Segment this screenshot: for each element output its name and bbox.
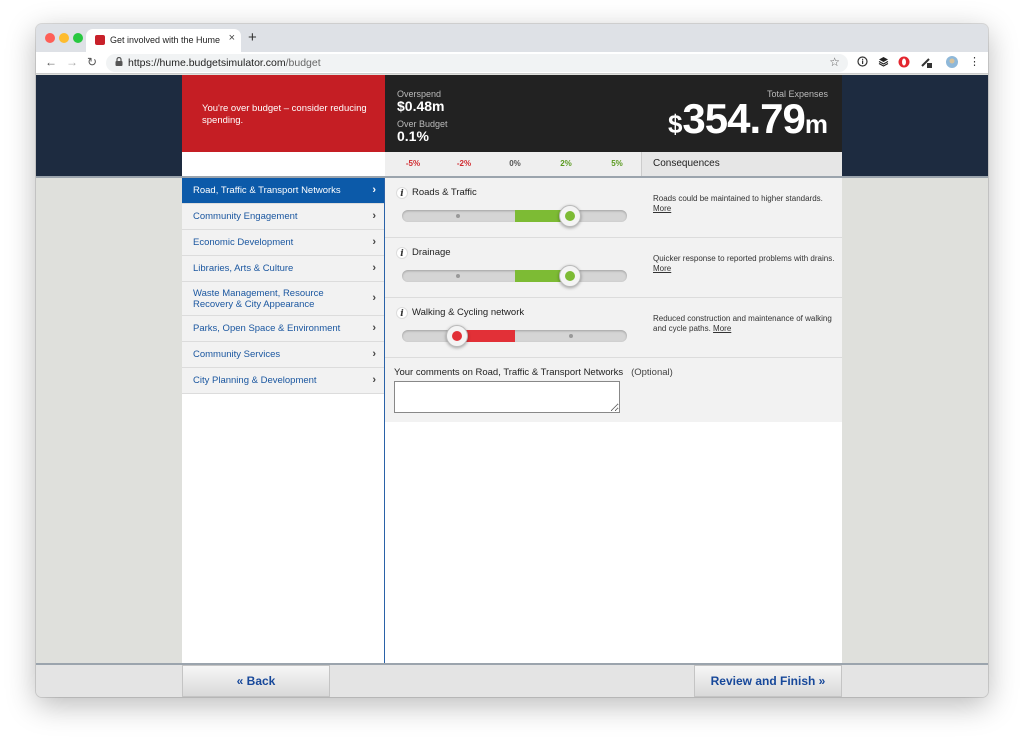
site-favicon-icon <box>95 35 105 45</box>
over-budget-value: 0.1% <box>397 128 429 144</box>
pen-extension-icon[interactable] <box>920 56 932 71</box>
sidebar-item-community-services[interactable]: Community Services › <box>182 342 384 368</box>
over-budget-warning: You're over budget – consider reducing s… <box>182 75 385 152</box>
slider-tick-dot <box>456 274 460 278</box>
reload-icon[interactable]: ↻ <box>87 55 98 69</box>
chevron-right-icon: › <box>372 235 376 248</box>
consequence-text: Reduced construction and maintenance of … <box>653 314 832 333</box>
scale-tick: 2% <box>560 159 572 168</box>
browser-window: Get involved with the Hume Ci × + ← → ↻ … <box>36 24 988 697</box>
service-name: Walking & Cycling network <box>412 307 525 318</box>
budget-slider[interactable] <box>402 325 627 347</box>
service-name: Drainage <box>412 247 451 258</box>
info-extension-icon[interactable] <box>857 56 868 70</box>
total-expenses-label: Total Expenses <box>766 89 828 99</box>
category-sidebar: Road, Traffic & Transport Networks › Comm… <box>182 178 385 664</box>
scale-tick: 5% <box>611 159 623 168</box>
scale-tick: -5% <box>405 159 421 168</box>
slider-tick-dot <box>456 214 460 218</box>
budget-content: Road, Traffic & Transport Networks › Comm… <box>182 178 842 664</box>
info-icon[interactable]: i <box>396 187 408 199</box>
browser-tab[interactable]: Get involved with the Hume Ci × <box>86 29 241 52</box>
slider-handle[interactable] <box>559 205 581 227</box>
slider-tick-dot <box>569 334 573 338</box>
service-panel: i Roads & Traffic Roads could be maintai… <box>385 178 842 422</box>
sidebar-item-libraries-arts[interactable]: Libraries, Arts & Culture › <box>182 256 384 282</box>
forward-arrow-icon[interactable]: → <box>66 55 78 69</box>
tab-close-icon[interactable]: × <box>228 32 235 44</box>
chevron-right-icon: › <box>372 373 376 386</box>
service-row: i Drainage Quicker response to reported … <box>385 238 842 298</box>
more-link[interactable]: More <box>653 204 672 213</box>
service-row: i Roads & Traffic Roads could be maintai… <box>385 178 842 238</box>
chevron-right-icon: › <box>372 347 376 360</box>
chevron-right-icon: › <box>372 183 376 196</box>
comments-label: Your comments on Road, Traffic & Transpo… <box>394 367 673 378</box>
address-bar[interactable]: https://hume.budgetsimulator.com/budget … <box>106 54 848 72</box>
budget-summary: Overspend $0.48m Over Budget 0.1% Total … <box>385 75 842 152</box>
browser-menu-icon[interactable]: ⋮ <box>969 56 980 68</box>
comments-field[interactable] <box>394 381 620 413</box>
new-tab-button[interactable]: + <box>248 29 257 46</box>
sidebar-item-city-planning[interactable]: City Planning & Development › <box>182 368 384 394</box>
budget-slider[interactable] <box>402 265 627 287</box>
tab-bar: Get involved with the Hume Ci × + <box>36 24 988 52</box>
adjustment-scale: -5% -2% 0% 2% 5% Consequences <box>182 152 842 176</box>
overspend-value: $0.48m <box>397 98 445 114</box>
sidebar-item-community-engagement[interactable]: Community Engagement › <box>182 204 384 230</box>
slider-decrease-fill <box>458 330 515 342</box>
scale-tick: 0% <box>509 159 521 168</box>
more-link[interactable]: More <box>713 324 732 333</box>
zoom-window-button[interactable] <box>73 33 83 43</box>
chevron-right-icon: › <box>372 261 376 274</box>
chevron-right-icon: › <box>372 321 376 334</box>
over-budget-label: Over Budget <box>397 119 448 129</box>
sidebar-item-parks-open-space[interactable]: Parks, Open Space & Environment › <box>182 316 384 342</box>
url-text: https://hume.budgetsimulator.com/budget <box>128 57 321 69</box>
footer-divider <box>36 663 988 665</box>
opera-extension-icon[interactable] <box>898 56 910 71</box>
slider-increase-fill <box>515 270 572 282</box>
service-row: i Walking & Cycling network Reduced cons… <box>385 298 842 358</box>
browser-toolbar: ← → ↻ https://hume.budgetsimulator.com/b… <box>36 52 988 74</box>
profile-avatar-icon[interactable] <box>946 56 958 71</box>
info-icon[interactable]: i <box>396 307 408 319</box>
review-and-finish-button[interactable]: Review and Finish » <box>694 665 842 697</box>
consequence-text: Roads could be maintained to higher stan… <box>653 194 823 213</box>
overspend-label: Overspend <box>397 89 442 99</box>
back-button[interactable]: « Back <box>182 665 330 697</box>
slider-handle[interactable] <box>446 325 468 347</box>
minimize-window-button[interactable] <box>59 33 69 43</box>
layers-extension-icon[interactable] <box>878 56 889 70</box>
header-divider <box>36 176 988 178</box>
sidebar-item-waste-management[interactable]: Waste Management, Resource Recovery & Ci… <box>182 282 384 316</box>
sidebar-item-road-traffic[interactable]: Road, Traffic & Transport Networks › <box>182 178 384 204</box>
lock-icon <box>115 56 123 68</box>
chevron-right-icon: › <box>372 291 376 304</box>
budget-slider[interactable] <box>402 205 627 227</box>
slider-increase-fill <box>515 210 572 222</box>
total-expenses-value: $354.79m <box>667 95 828 142</box>
consequence-text: Quicker response to reported problems wi… <box>653 254 835 273</box>
warning-message: You're over budget – consider reducing s… <box>202 103 367 126</box>
footer-bar: « Back Review and Finish » <box>36 665 988 697</box>
more-link[interactable]: More <box>653 264 672 273</box>
slider-handle[interactable] <box>559 265 581 287</box>
bookmark-star-icon[interactable]: ☆ <box>829 55 840 69</box>
close-window-button[interactable] <box>45 33 55 43</box>
scale-tick: -2% <box>456 159 472 168</box>
info-icon[interactable]: i <box>396 247 408 259</box>
sidebar-item-economic-development[interactable]: Economic Development › <box>182 230 384 256</box>
scale-ticks: -5% -2% 0% 2% 5% <box>385 152 641 176</box>
back-arrow-icon[interactable]: ← <box>45 55 57 69</box>
consequences-header: Consequences <box>641 152 842 176</box>
service-name: Roads & Traffic <box>412 187 477 198</box>
chevron-right-icon: › <box>372 209 376 222</box>
tab-title: Get involved with the Hume Ci <box>110 35 222 45</box>
